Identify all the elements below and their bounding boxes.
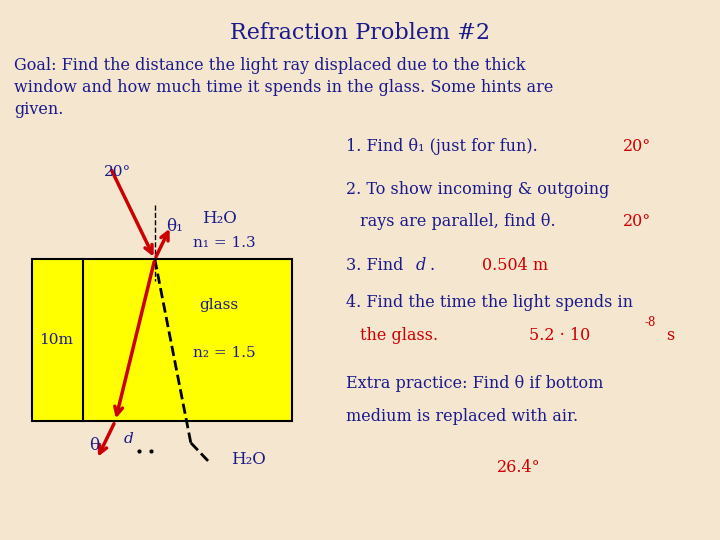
Text: Extra practice: Find θ if bottom: Extra practice: Find θ if bottom: [346, 375, 603, 392]
Text: 10m: 10m: [39, 333, 73, 347]
Bar: [32, 259, 292, 421]
Text: 4. Find the time the light spends in: 4. Find the time the light spends in: [346, 294, 633, 311]
Text: -8: -8: [644, 316, 656, 329]
Text: n₁ = 1.3: n₁ = 1.3: [193, 236, 256, 250]
Text: Refraction Problem #2: Refraction Problem #2: [230, 22, 490, 44]
Text: 0.504 m: 0.504 m: [482, 256, 549, 273]
Text: medium is replaced with air.: medium is replaced with air.: [346, 408, 577, 424]
Text: θ: θ: [89, 437, 99, 454]
Text: 20°: 20°: [623, 213, 651, 230]
Text: rays are parallel, find θ.: rays are parallel, find θ.: [360, 213, 556, 230]
Text: 3. Find: 3. Find: [346, 256, 408, 273]
Text: H₂O: H₂O: [202, 210, 236, 227]
Text: s: s: [666, 327, 674, 343]
Text: θ₁: θ₁: [166, 218, 184, 235]
Text: 26.4°: 26.4°: [497, 459, 540, 476]
Text: 5.2 · 10: 5.2 · 10: [529, 327, 590, 343]
Text: n₂ = 1.5: n₂ = 1.5: [193, 346, 256, 360]
Text: H₂O: H₂O: [231, 450, 266, 468]
Text: 20°: 20°: [623, 138, 651, 154]
Text: Goal: Find the distance the light ray displaced due to the thick
window and how : Goal: Find the distance the light ray di…: [14, 57, 554, 118]
Text: glass: glass: [199, 298, 238, 312]
Text: 2. To show incoming & outgoing: 2. To show incoming & outgoing: [346, 181, 609, 198]
Text: d: d: [416, 256, 426, 273]
Text: d: d: [123, 432, 133, 446]
Text: 1. Find θ₁ (just for fun).: 1. Find θ₁ (just for fun).: [346, 138, 537, 154]
Text: 20°: 20°: [104, 165, 131, 179]
Text: .: .: [429, 256, 434, 273]
Text: the glass.: the glass.: [360, 327, 438, 343]
